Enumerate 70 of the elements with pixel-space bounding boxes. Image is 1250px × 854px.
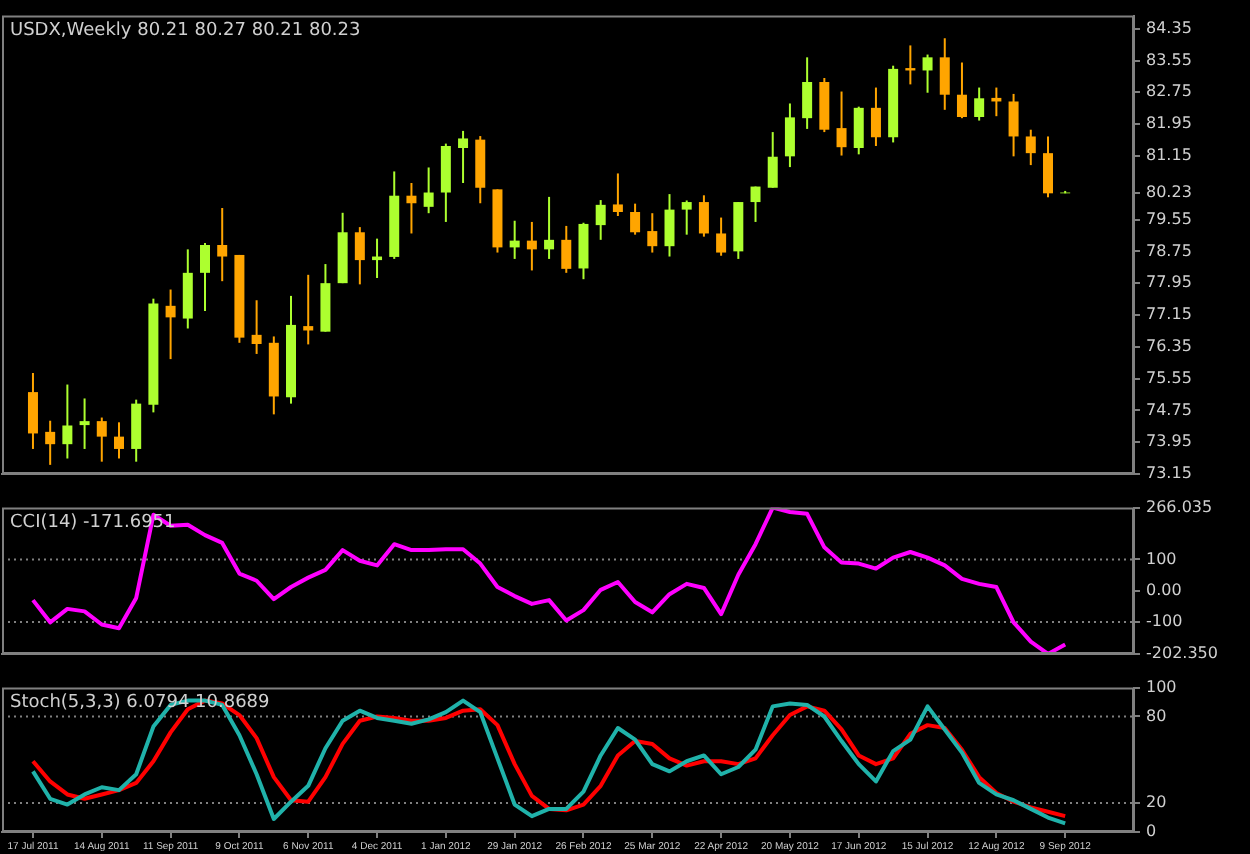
y-tick-label: 100 — [1146, 677, 1177, 696]
candlestick — [440, 142, 451, 223]
candlestick — [79, 397, 90, 450]
y-tick-label: 80 — [1146, 706, 1167, 725]
candlestick — [182, 248, 193, 330]
candlestick — [630, 202, 641, 236]
candlestick — [1008, 92, 1019, 158]
candlestick — [922, 53, 933, 94]
candlestick — [974, 86, 985, 122]
y-tick-label: 266.035 — [1146, 497, 1213, 516]
candlestick — [956, 61, 967, 120]
candlestick — [27, 372, 38, 450]
candlestick — [819, 77, 830, 134]
y-tick-label: 83.55 — [1146, 50, 1192, 69]
y-tick-label: 79.55 — [1146, 209, 1192, 228]
candlestick — [251, 299, 262, 355]
candlestick — [784, 102, 795, 169]
y-tick-label: 73.95 — [1146, 432, 1192, 451]
candlestick — [217, 207, 228, 283]
candlestick — [836, 90, 847, 157]
candlestick — [131, 398, 142, 463]
candlestick — [303, 273, 314, 346]
candlestick — [354, 226, 365, 286]
candlestick — [939, 37, 950, 111]
y-tick-label: 73.15 — [1146, 464, 1192, 483]
y-tick-label: 20 — [1146, 793, 1167, 812]
candlestick — [681, 199, 692, 236]
candlestick — [165, 288, 176, 361]
candlestick — [96, 416, 107, 463]
y-tick-label: -202.350 — [1146, 644, 1218, 663]
candlestick — [423, 166, 434, 215]
y-tick-label: 82.75 — [1146, 82, 1192, 101]
candlestick — [750, 185, 761, 223]
y-tick-label: 75.55 — [1146, 368, 1192, 387]
candlestick — [544, 195, 555, 260]
candlestick — [406, 181, 417, 235]
candlestick — [113, 421, 124, 460]
y-tick-label: 0.00 — [1146, 580, 1182, 599]
y-tick-label: 81.15 — [1146, 146, 1192, 165]
candlestick — [698, 194, 709, 238]
candlestick — [716, 216, 727, 257]
y-tick-label: 0 — [1146, 822, 1157, 841]
candlestick — [200, 242, 210, 312]
candlestick — [1025, 128, 1036, 167]
y-tick-label: -100 — [1146, 612, 1183, 631]
candlestick — [664, 193, 675, 258]
candlestick — [767, 131, 778, 189]
chart-title: USDX,Weekly 80.21 80.27 80.21 80.23 — [10, 21, 361, 42]
candlestick — [458, 129, 469, 184]
y-tick-label: 100 — [1146, 549, 1177, 568]
candlestick — [870, 86, 881, 147]
candlestick — [561, 224, 572, 274]
y-tick-label: 76.35 — [1146, 336, 1192, 355]
candlestick — [1042, 135, 1053, 199]
candlestick — [802, 56, 813, 130]
y-tick-label: 77.15 — [1146, 305, 1192, 324]
candlestick — [853, 105, 864, 156]
y-tick-label: 81.95 — [1146, 114, 1192, 133]
candlestick — [595, 199, 606, 241]
y-tick-label: 84.35 — [1146, 18, 1192, 37]
y-tick-label: 77.95 — [1146, 273, 1192, 292]
candlestick — [578, 221, 589, 281]
candlestick — [62, 383, 73, 460]
y-tick-label: 74.75 — [1146, 400, 1192, 419]
candlestick — [45, 419, 56, 466]
candlestick — [526, 220, 537, 272]
candlestick — [612, 172, 623, 217]
y-tick-label: 80.23 — [1146, 182, 1192, 201]
candlestick — [647, 212, 658, 254]
y-tick-label: 78.75 — [1146, 241, 1192, 260]
